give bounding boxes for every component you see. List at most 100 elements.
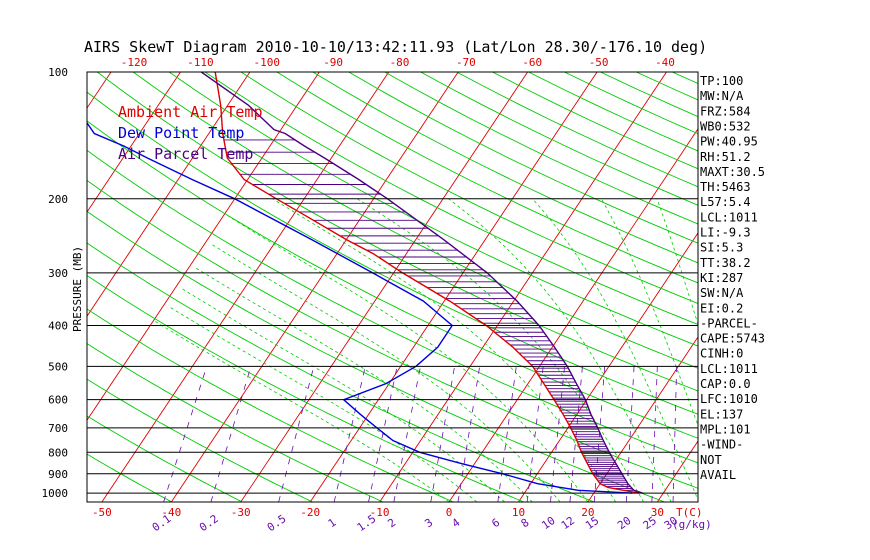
dry-adiabat-line <box>744 72 870 502</box>
moist-adiabat-line <box>209 242 561 502</box>
pressure-tick-label: 100 <box>48 66 68 79</box>
temp-tick-label-top: -50 <box>589 56 609 69</box>
isotherm-line <box>87 72 251 317</box>
mixing-ratio-tick-label: 0.2 <box>197 512 221 534</box>
mixing-ratio-line <box>651 366 658 502</box>
mixing-ratio-line <box>210 366 252 502</box>
mixing-ratio-line <box>672 366 678 502</box>
pressure-tick-label: 600 <box>48 394 68 407</box>
isotherm-line <box>796 72 870 502</box>
pressure-tick-label: 900 <box>48 468 68 481</box>
mixing-ratio-line <box>526 366 544 502</box>
index-item: FRZ:584 <box>700 104 751 118</box>
temp-tick-label-top: -100 <box>254 56 281 69</box>
mixing-ratio-tick-label: 6 <box>489 516 502 530</box>
dry-adiabat-line <box>87 149 698 464</box>
pressure-tick-label: 800 <box>48 446 68 459</box>
moist-adiabat-line <box>272 198 617 502</box>
isotherm-line <box>87 72 320 422</box>
temp-tick-label-top: -40 <box>655 56 675 69</box>
dry-adiabat-line <box>87 91 698 415</box>
mixing-ratio-unit: (g/kg) <box>672 518 712 531</box>
mixing-ratio-line <box>368 366 398 502</box>
dry-adiabat-line <box>87 179 698 489</box>
index-item: MW:N/A <box>700 89 744 103</box>
parcel-temp-line <box>200 72 643 494</box>
cape-hatching <box>223 139 640 493</box>
isotherm-line <box>87 72 112 109</box>
dry-adiabat-line <box>87 453 173 502</box>
temp-tick-label-bottom: -50 <box>92 506 112 519</box>
legend-dewpoint: Dew Point Temp <box>118 124 244 142</box>
temp-tick-label-bottom: -40 <box>161 506 181 519</box>
isotherm-line <box>866 72 870 502</box>
temp-tick-label-bottom: -20 <box>300 506 320 519</box>
chart-title: AIRS SkewT Diagram 2010-10-10/13:42:11.9… <box>84 38 707 56</box>
index-item: SI:5.3 <box>700 241 743 255</box>
pressure-tick-label: 400 <box>48 320 68 333</box>
mixing-ratio-line <box>163 366 208 502</box>
x-axis-label: T(C) <box>676 506 703 519</box>
index-item: PW:40.95 <box>700 135 758 149</box>
index-item: KI:287 <box>700 271 743 285</box>
y-axis-label: PRESSURE (MB) <box>71 246 84 332</box>
profile-series <box>87 72 643 494</box>
dry-adiabat-line <box>456 72 698 188</box>
mixing-ratio-line <box>497 366 517 502</box>
mixing-ratio-line <box>393 366 421 502</box>
legend-ambient: Ambient Air Temp <box>118 103 263 121</box>
moist-adiabat-line <box>356 198 644 502</box>
dry-adiabat-line <box>87 308 454 502</box>
mixing-ratio-line <box>430 366 456 502</box>
index-item: CAPE:5743 <box>700 332 765 346</box>
index-item: AVAIL <box>700 468 736 482</box>
dry-adiabat-line <box>852 72 870 502</box>
moist-adiabat-line <box>154 320 450 502</box>
temp-tick-label-bottom: 0 <box>446 506 453 519</box>
isotherm-line <box>448 128 698 502</box>
dry-adiabat-line <box>87 210 665 502</box>
mixing-ratio-tick-label: 0.5 <box>265 512 289 534</box>
dry-adiabat-line <box>87 415 243 502</box>
temp-tick-label-bottom: 20 <box>581 506 594 519</box>
pressure-tick-label: 300 <box>48 267 68 280</box>
dry-adiabat-line <box>240 72 698 304</box>
index-item: EI:0.2 <box>700 301 743 315</box>
dry-adiabat-line <box>276 72 698 284</box>
dry-adiabat-line <box>87 378 313 502</box>
isotherm-line <box>170 72 459 502</box>
temp-tick-label-top: -90 <box>323 56 343 69</box>
temp-tick-label-bottom: -10 <box>370 506 390 519</box>
ambient-temp-line <box>214 72 640 494</box>
isotherm-line <box>240 72 528 502</box>
index-item: L57:5.4 <box>700 195 751 209</box>
dry-adiabat-line <box>492 72 698 170</box>
index-item: CINH:0 <box>700 347 743 361</box>
mixing-ratio-tick-label: 15 <box>583 514 601 532</box>
isotherm-line <box>518 232 698 502</box>
index-item: LCL:1011 <box>700 362 758 376</box>
index-item: TH:5463 <box>700 180 751 194</box>
dry-adiabat-line <box>204 72 698 326</box>
index-item: LCL:1011 <box>700 210 758 224</box>
background-lines <box>87 72 870 502</box>
moist-adiabat-line <box>814 199 866 502</box>
index-item: -PARCEL- <box>700 316 758 330</box>
pressure-tick-label: 500 <box>48 360 68 373</box>
moist-adiabat-line <box>168 305 478 502</box>
dry-adiabat-line <box>420 72 698 206</box>
dry-adiabat-line <box>816 72 870 502</box>
isotherm-line <box>379 72 667 502</box>
index-item: WB0:532 <box>700 119 751 133</box>
isotherm-line <box>587 336 698 502</box>
index-item: CAP:0.0 <box>700 377 751 391</box>
temp-tick-label-top: -80 <box>390 56 410 69</box>
isotherm-line <box>656 440 698 502</box>
index-item: SW:N/A <box>700 286 744 300</box>
index-item: LFC:1010 <box>700 392 758 406</box>
temp-tick-label-top: -120 <box>121 56 148 69</box>
index-item: NOT <box>700 453 722 467</box>
index-item: EL:137 <box>700 407 743 421</box>
dry-adiabat-line <box>168 72 698 347</box>
